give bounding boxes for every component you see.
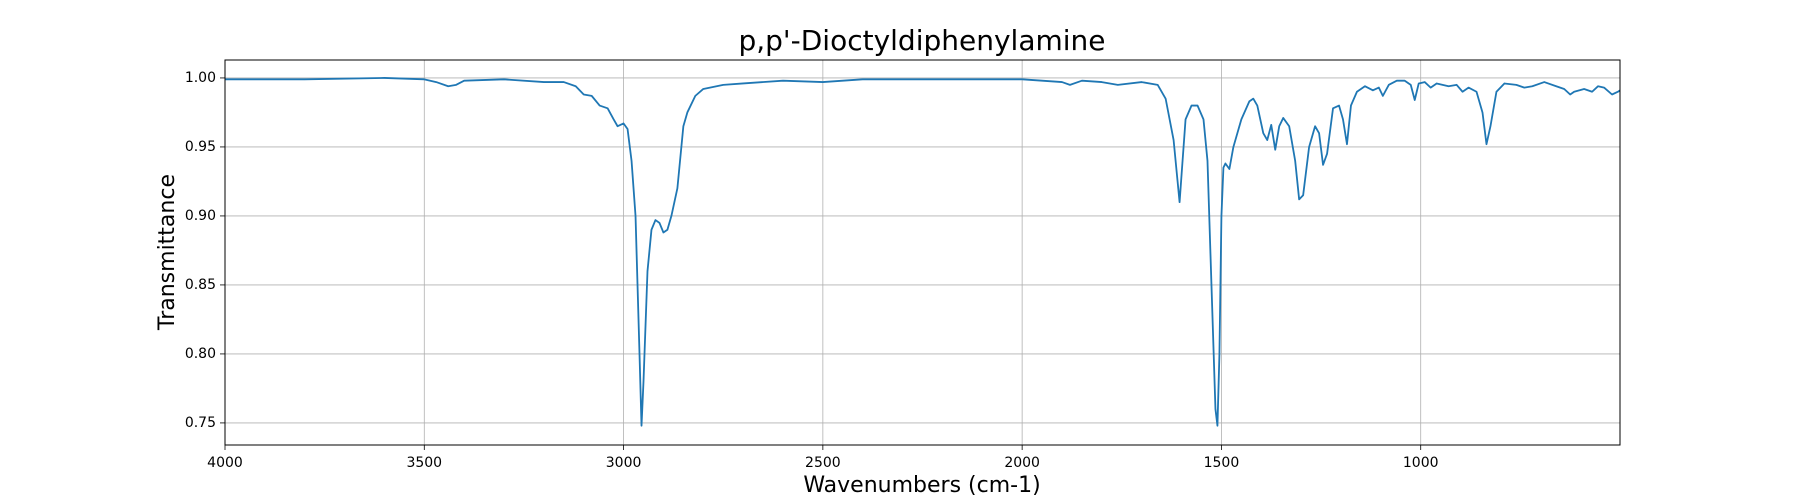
x-tick-label: 3500 <box>406 455 442 471</box>
x-tick-label: 2000 <box>1004 455 1040 471</box>
y-tick-label: 0.75 <box>185 415 216 431</box>
x-axis-label: Wavenumbers (cm-1) <box>803 473 1040 498</box>
x-tick-label: 4000 <box>207 455 243 471</box>
x-tick-label: 3000 <box>606 455 642 471</box>
y-tick-label: 0.85 <box>185 277 216 293</box>
y-tick-label: 1.00 <box>185 70 216 86</box>
chart-title: p,p'-Dioctyldiphenylamine <box>738 24 1105 57</box>
plot-frame <box>224 59 1621 446</box>
x-tick-label: 1500 <box>1204 455 1240 471</box>
y-axis-label: Transmittance <box>155 174 180 331</box>
y-tick-label: 0.90 <box>185 208 216 224</box>
y-tick-label: 0.80 <box>185 346 216 362</box>
x-tick-label: 1000 <box>1403 455 1439 471</box>
spectrum-line <box>225 77 1621 427</box>
x-tick-label: 2500 <box>805 455 841 471</box>
y-tick-label: 0.95 <box>185 139 216 155</box>
